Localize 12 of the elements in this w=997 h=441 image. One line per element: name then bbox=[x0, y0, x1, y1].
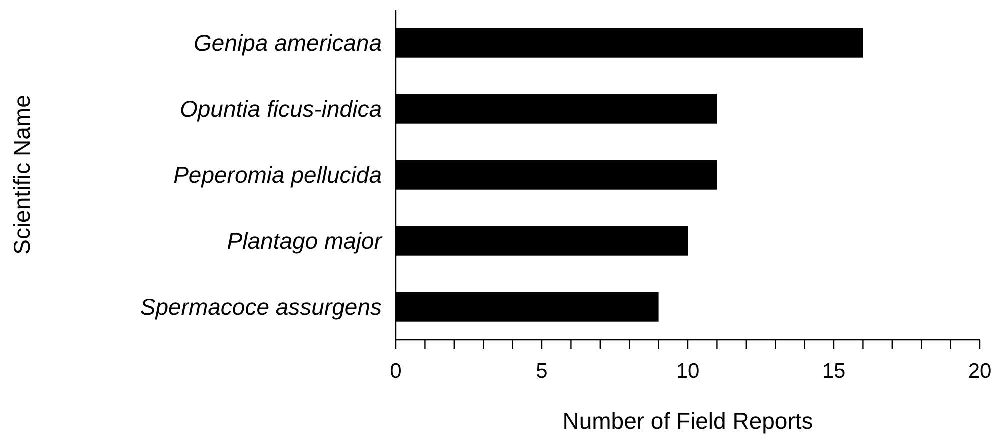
y-tick-label: Plantago major bbox=[227, 228, 384, 254]
y-tick-label: Genipa americana bbox=[194, 30, 382, 56]
x-axis-title: Number of Field Reports bbox=[562, 408, 814, 434]
x-tick-label: 0 bbox=[390, 360, 402, 383]
x-tick-label: 15 bbox=[822, 360, 846, 383]
x-tick-label: 20 bbox=[968, 360, 992, 383]
y-tick-label: Peperomia pellucida bbox=[174, 162, 382, 188]
x-tick-label: 10 bbox=[676, 360, 700, 383]
y-tick-label: Spermacoce assurgens bbox=[140, 294, 382, 320]
y-axis-title: Scientific Name bbox=[9, 95, 36, 255]
y-tick-label: Opuntia ficus-indica bbox=[180, 96, 382, 122]
x-tick-label: 5 bbox=[536, 360, 548, 383]
